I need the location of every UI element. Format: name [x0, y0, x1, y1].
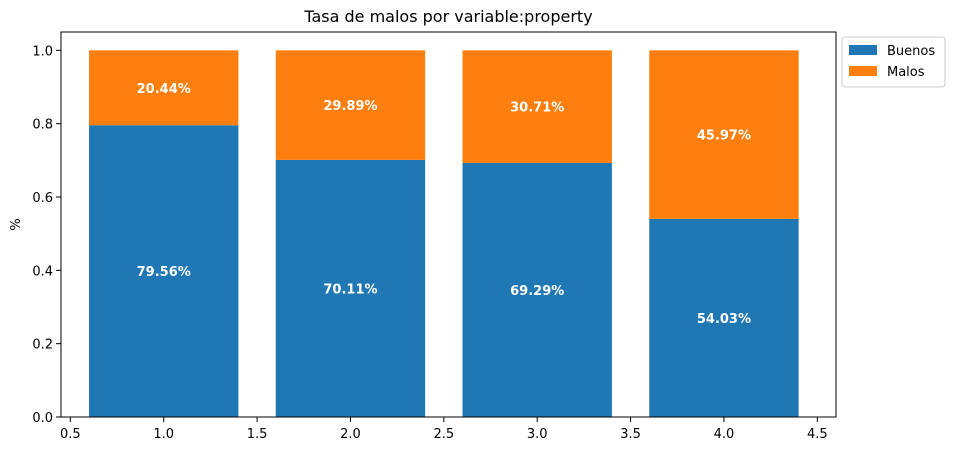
x-tick-label: 2.0 — [340, 427, 361, 442]
bar-malos-2 — [275, 50, 426, 160]
bar-label-buenos-1: 79.56% — [137, 265, 191, 280]
y-axis-label: % — [9, 218, 24, 230]
bar-label-buenos-2: 70.11% — [323, 282, 377, 297]
x-tick-label: 4.5 — [807, 427, 828, 442]
bar-label-malos-3: 30.71% — [510, 101, 564, 116]
bar-buenos-4 — [649, 218, 799, 417]
y-tick-label: 0.0 — [32, 411, 53, 426]
y-tick-label: 0.2 — [32, 338, 53, 353]
bar-malos-1 — [89, 50, 239, 126]
x-tick-label: 3.0 — [527, 427, 548, 442]
plot-frame — [60, 31, 837, 418]
legend-label-buenos: Buenos — [887, 44, 935, 59]
legend-swatch-malos — [849, 66, 877, 76]
x-axis-ticks: 0.5 1.0 1.5 2.0 2.5 3.0 3.5 4.0 4.5 — [60, 417, 828, 442]
bar-label-buenos-3: 69.29% — [510, 284, 564, 299]
bars-group — [89, 50, 799, 417]
bar-malos-3 — [462, 50, 612, 163]
bar-label-malos-2: 29.89% — [323, 99, 377, 114]
x-tick-label: 4.0 — [714, 427, 735, 442]
bar-label-buenos-4: 54.03% — [697, 312, 751, 327]
y-tick-label: 0.4 — [32, 264, 53, 279]
chart-title: Tasa de malos por variable:property — [303, 7, 592, 26]
x-tick-label: 3.5 — [620, 427, 641, 442]
bar-label-malos-1: 20.44% — [137, 82, 191, 97]
legend-label-malos: Malos — [887, 65, 925, 80]
y-tick-label: 1.0 — [32, 44, 53, 59]
bar-buenos-1 — [89, 125, 239, 417]
x-tick-label: 1.5 — [247, 427, 268, 442]
legend-swatch-buenos — [849, 45, 877, 55]
x-tick-label: 0.5 — [60, 427, 81, 442]
bar-label-malos-4: 45.97% — [697, 129, 751, 144]
y-axis-ticks: 0.0 0.2 0.4 0.6 0.8 1.0 — [32, 44, 61, 426]
bar-buenos-2 — [275, 159, 426, 417]
legend: Buenos Malos — [841, 36, 946, 88]
y-tick-label: 0.6 — [32, 191, 53, 206]
bar-malos-4 — [649, 50, 799, 219]
y-tick-label: 0.8 — [32, 118, 53, 133]
x-tick-label: 1.0 — [153, 427, 174, 442]
bar-buenos-3 — [462, 162, 612, 417]
x-tick-label: 2.5 — [433, 427, 454, 442]
bar-labels-group: 79.56% 20.44% 70.11% 29.89% 69.29% 30.71% 54.0… — [137, 82, 751, 327]
